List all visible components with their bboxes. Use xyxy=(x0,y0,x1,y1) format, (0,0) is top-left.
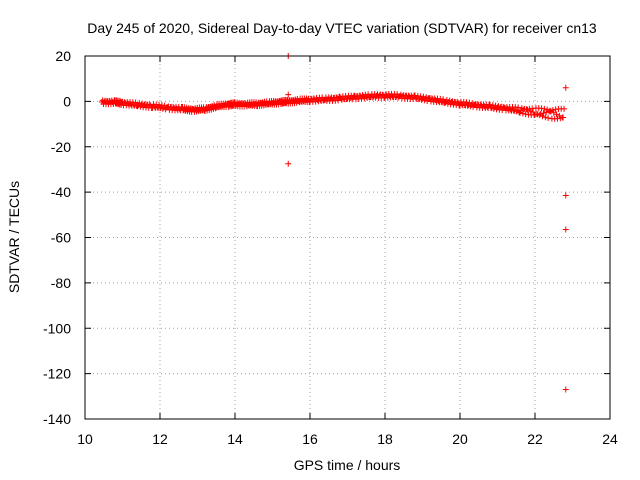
data-point xyxy=(515,104,522,111)
chart-title: Day 245 of 2020, Sidereal Day-to-day VTE… xyxy=(87,20,597,36)
data-point xyxy=(356,92,363,99)
tick-labels: 10 12 14 16 18 20 22 24 -140 -120 -100 -80 -60 -40 -20… xyxy=(43,48,618,447)
data-point xyxy=(132,99,139,106)
y-tick-label: -120 xyxy=(43,366,71,382)
data-points xyxy=(98,53,569,393)
data-point xyxy=(285,91,292,98)
y-tick-label: -40 xyxy=(51,184,71,200)
x-tick-label: 20 xyxy=(452,431,468,447)
x-tick-label: 22 xyxy=(527,431,543,447)
y-tick-label: -140 xyxy=(43,411,71,427)
data-point xyxy=(539,113,546,120)
data-point xyxy=(543,109,550,116)
data-point xyxy=(519,110,526,117)
data-point xyxy=(517,109,523,116)
x-tick-label: 10 xyxy=(77,431,93,447)
x-axis-title: GPS time / hours xyxy=(294,457,401,473)
data-point xyxy=(541,105,548,112)
data-point xyxy=(562,386,569,393)
y-axis-title: SDTVAR / TECUs xyxy=(6,181,22,293)
x-tick-label: 12 xyxy=(152,431,168,447)
plot-frame xyxy=(84,55,611,420)
data-point xyxy=(545,115,552,122)
data-point xyxy=(560,114,567,121)
data-point xyxy=(134,103,141,110)
x-tick-label: 18 xyxy=(377,431,393,447)
x-tick-label: 24 xyxy=(602,431,618,447)
data-point xyxy=(562,84,569,91)
y-tick-label: -60 xyxy=(51,230,71,246)
data-point xyxy=(547,107,553,114)
data-point xyxy=(490,105,497,112)
y-tick-label: 20 xyxy=(55,48,71,64)
x-tick-label: 14 xyxy=(227,431,243,447)
data-point xyxy=(540,110,547,117)
data-point xyxy=(285,160,292,167)
data-point xyxy=(159,105,166,112)
y-tick-label: -80 xyxy=(51,275,71,291)
data-point xyxy=(561,105,568,112)
x-tick-label: 16 xyxy=(302,431,318,447)
data-point xyxy=(418,96,425,103)
y-tick-label: -20 xyxy=(51,139,71,155)
y-tick-label: -100 xyxy=(43,320,71,336)
data-point xyxy=(542,114,549,121)
data-point xyxy=(442,100,448,107)
data-point xyxy=(549,106,556,113)
data-point xyxy=(513,108,520,115)
data-point xyxy=(562,192,569,199)
data-point xyxy=(467,103,474,110)
y-tick-label: 0 xyxy=(63,93,71,109)
data-point xyxy=(536,112,543,119)
data-point xyxy=(440,96,447,103)
data-point xyxy=(562,226,569,233)
